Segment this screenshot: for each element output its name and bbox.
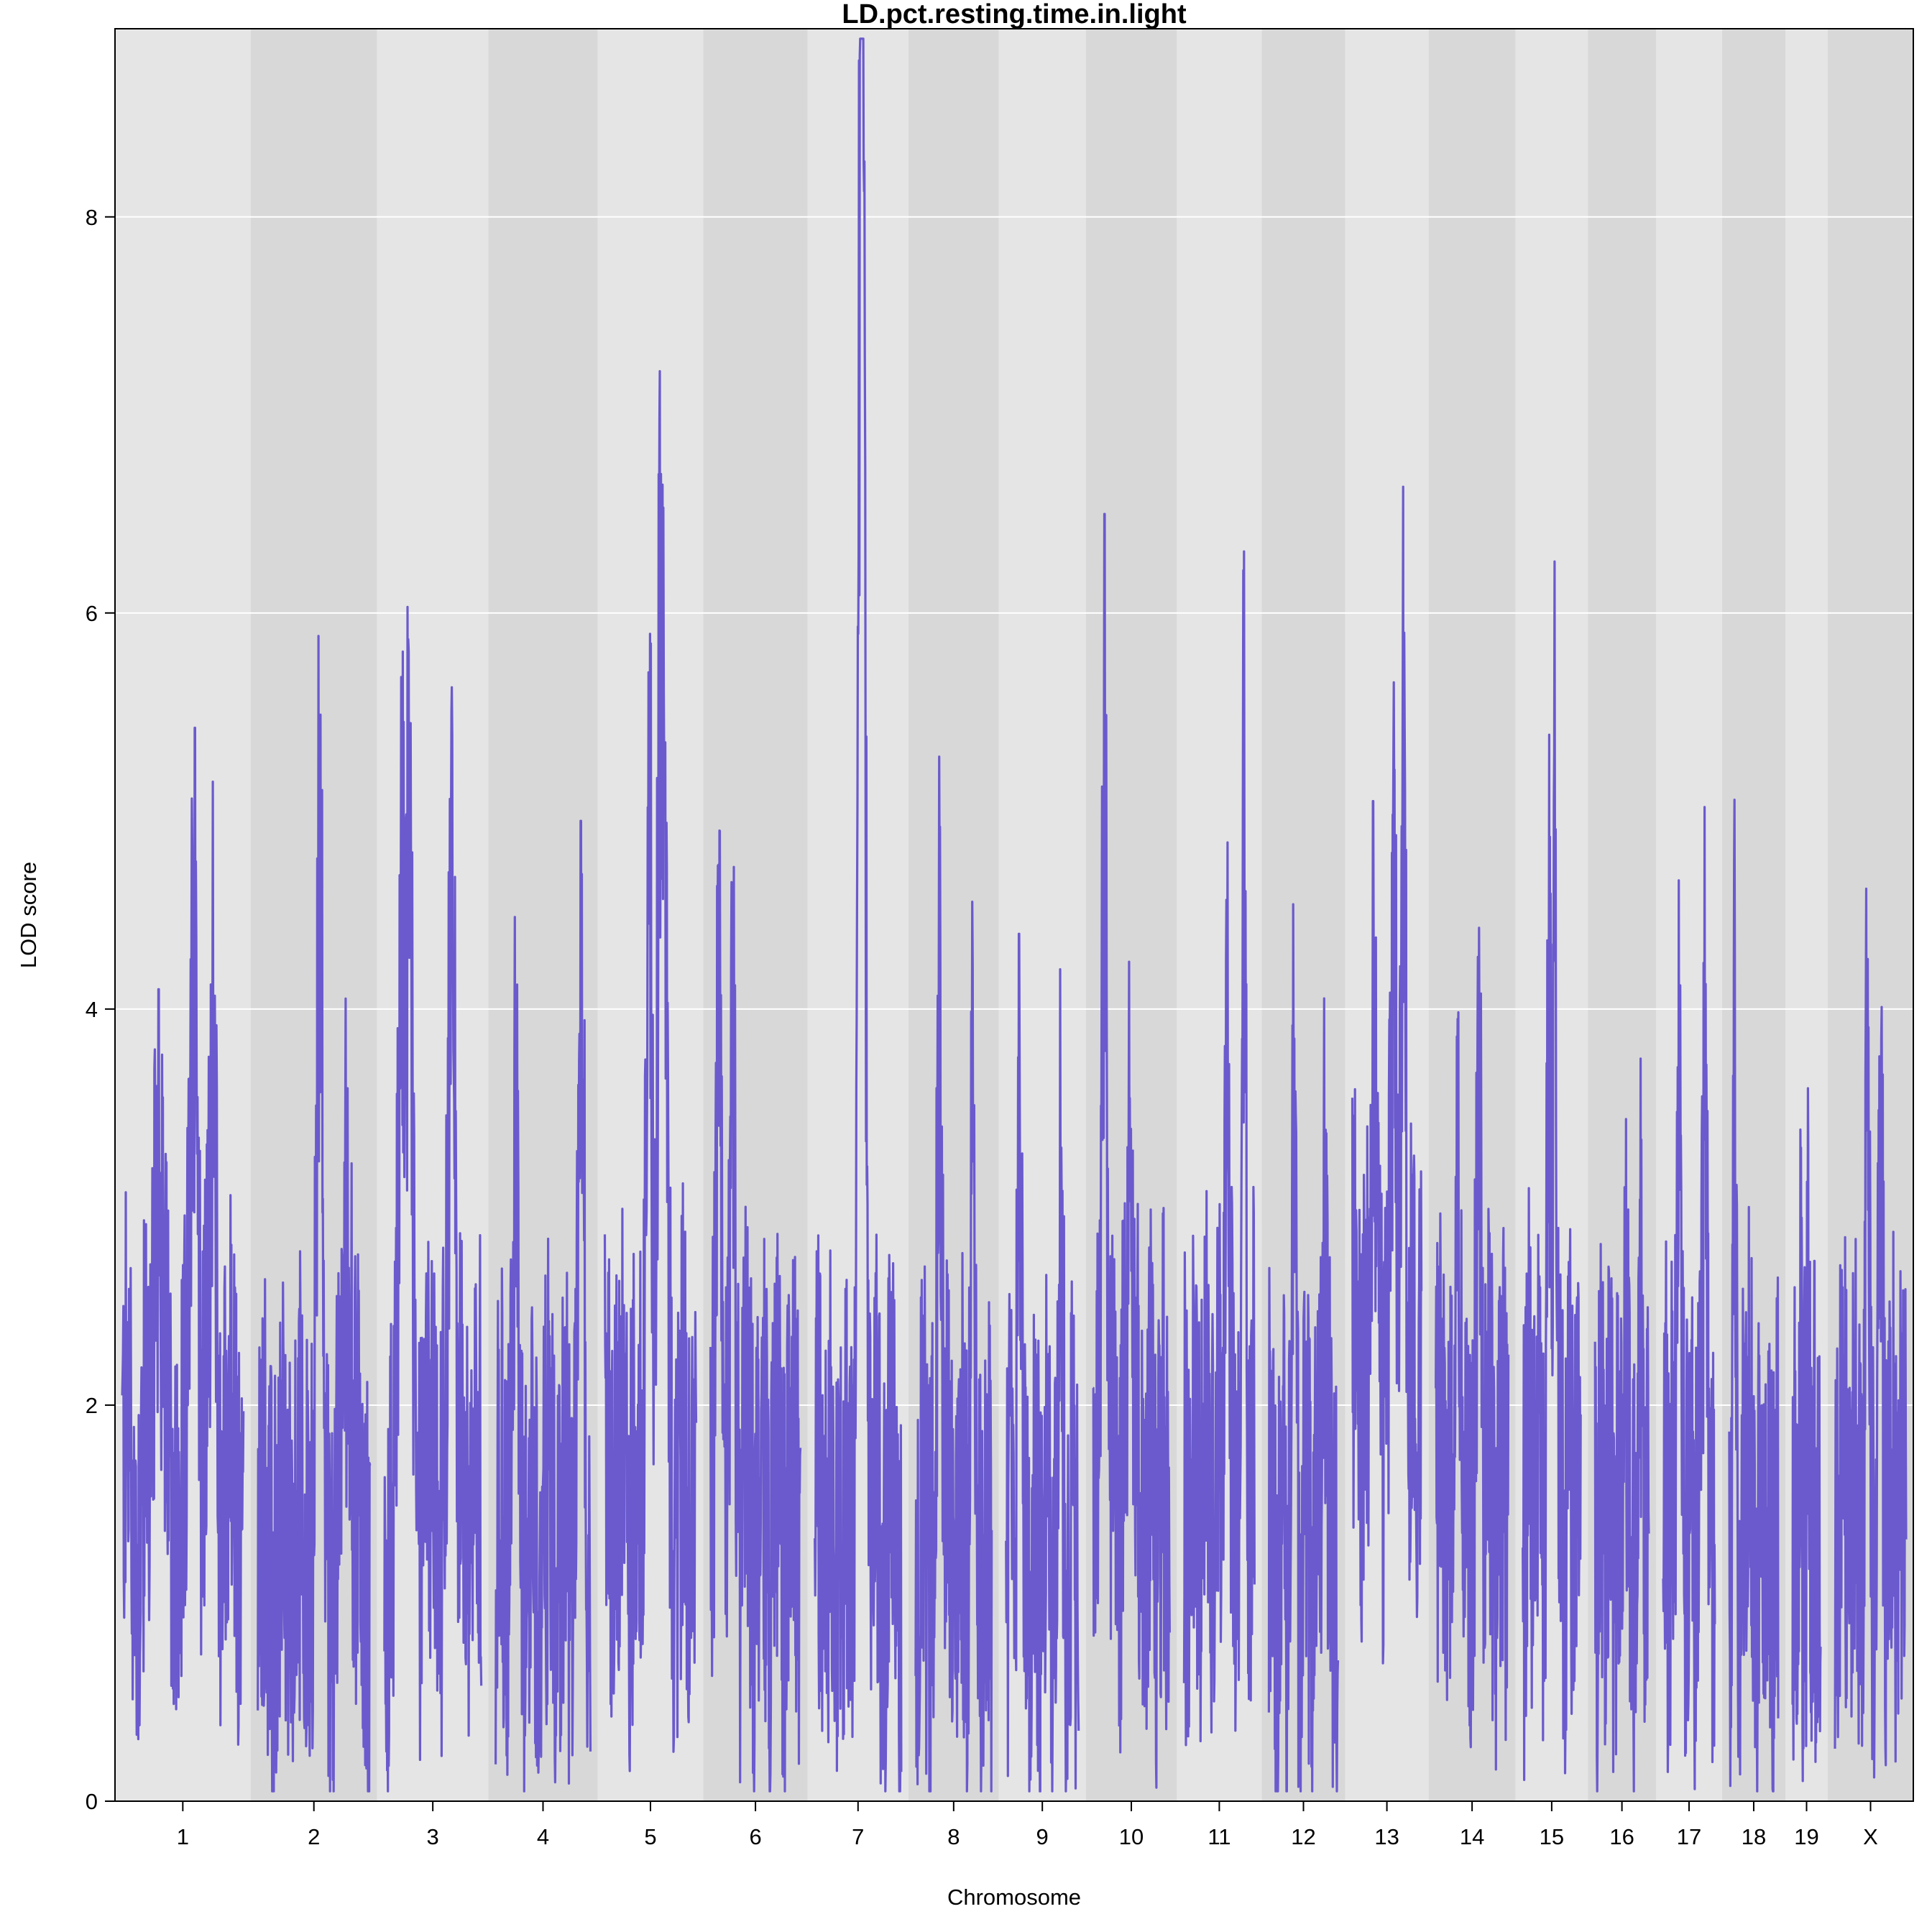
lod-line-chr-14 (1434, 926, 1510, 1771)
x-tick-label-7: 7 (852, 1824, 864, 1849)
y-axis-label: LOD score (16, 862, 41, 968)
lod-line-chr-17 (1662, 806, 1716, 1790)
chart-title: LD.pct.resting.time.in.light (842, 0, 1187, 29)
x-tick-label-15: 15 (1540, 1824, 1564, 1849)
lod-line-chr-11 (1182, 550, 1256, 1747)
lod-line-chr-9 (1005, 932, 1080, 1793)
lod-line-chr-6 (709, 829, 802, 1793)
x-tick-label-16: 16 (1609, 1824, 1634, 1849)
x-tick-label-4: 4 (537, 1824, 549, 1849)
x-tick-label-1: 1 (177, 1824, 189, 1849)
lod-line-chr-3 (383, 605, 483, 1793)
x-tick-label-12: 12 (1291, 1824, 1315, 1849)
x-tick-label-13: 13 (1374, 1824, 1399, 1849)
lod-line-chr-8 (914, 755, 993, 1793)
lod-line-chr-13 (1351, 485, 1423, 1665)
lod-line-chr-12 (1267, 903, 1340, 1793)
y-tick-label-6: 6 (86, 601, 98, 626)
plot-frame (114, 28, 1914, 1802)
lod-line-chr-5 (603, 369, 698, 1772)
y-tick-label-8: 8 (86, 205, 98, 230)
x-tick-label-11: 11 (1208, 1824, 1230, 1849)
x-tick-label-8: 8 (947, 1824, 960, 1849)
y-axis: 0 2 4 6 8 (86, 205, 115, 1814)
x-tick-label-10: 10 (1119, 1824, 1144, 1849)
x-tick-label-5: 5 (644, 1824, 656, 1849)
x-axis-label: Chromosome (947, 1885, 1081, 1910)
x-axis: 1 2 3 4 5 6 7 8 9 10 11 12 13 14 15 16 17 18 19 X (177, 1801, 1878, 1849)
x-tick-label-9: 9 (1036, 1824, 1049, 1849)
lod-line-chr-7 (814, 37, 903, 1793)
y-tick-label-2: 2 (86, 1393, 98, 1418)
lod-line-chr-10 (1092, 512, 1171, 1789)
x-tick-label-X: X (1863, 1824, 1878, 1849)
x-tick-label-6: 6 (749, 1824, 761, 1849)
lod-line-chr-X (1834, 887, 1908, 1779)
x-tick-label-3: 3 (427, 1824, 439, 1849)
x-tick-label-19: 19 (1794, 1824, 1818, 1849)
lod-line-chr-15 (1522, 560, 1582, 1781)
y-tick-label-4: 4 (86, 997, 98, 1022)
lod-line-chr-19 (1791, 1087, 1822, 1782)
lod-series (121, 37, 1908, 1793)
lod-line-chr-2 (257, 635, 372, 1793)
lod-line-chr-1 (121, 726, 245, 1746)
y-tick-label-0: 0 (86, 1789, 98, 1814)
lod-line-chr-18 (1728, 799, 1780, 1793)
x-tick-label-2: 2 (308, 1824, 320, 1849)
x-tick-label-17: 17 (1677, 1824, 1701, 1849)
lod-line-chr-16 (1593, 1057, 1650, 1793)
x-tick-label-18: 18 (1742, 1824, 1766, 1849)
lod-line-chr-4 (494, 819, 592, 1793)
x-tick-label-14: 14 (1460, 1824, 1484, 1849)
